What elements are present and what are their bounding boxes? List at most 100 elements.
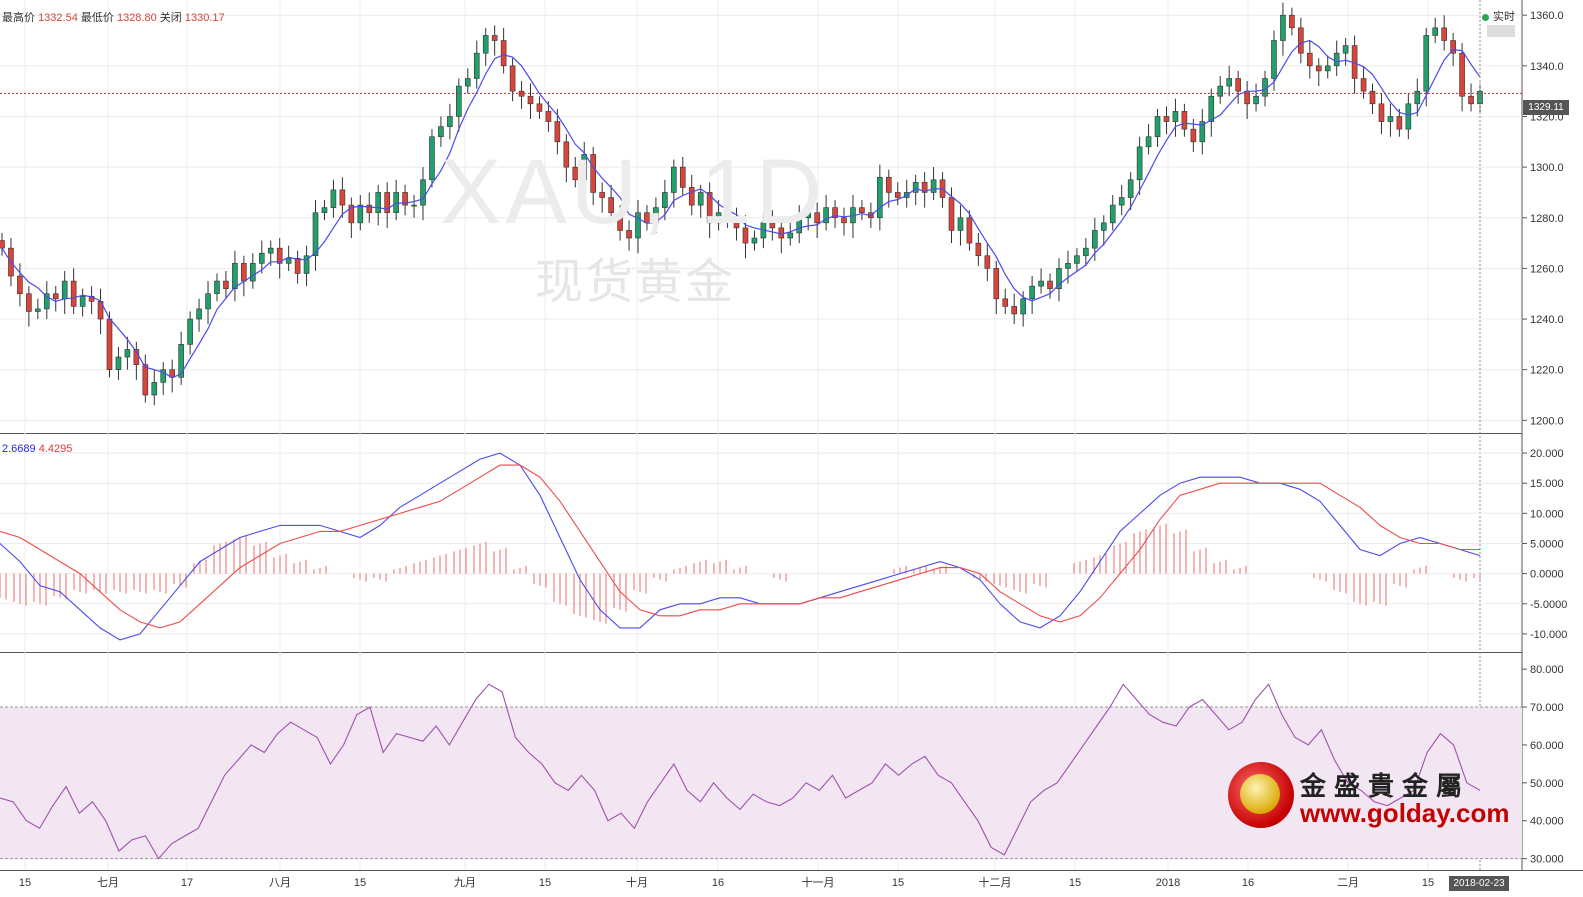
candle-body — [411, 204, 417, 207]
candle-body — [814, 212, 820, 224]
y-tick-label: 80.000 — [1530, 664, 1564, 676]
candle-body — [321, 207, 328, 214]
candle-body — [572, 166, 579, 181]
candle-body — [1163, 116, 1170, 122]
candle-body — [464, 78, 471, 87]
candle-body — [285, 257, 292, 264]
candle-body — [79, 295, 86, 307]
candle-body — [993, 268, 1000, 300]
candle-body — [1029, 285, 1035, 300]
y-tick-label: 5.0000 — [1530, 539, 1564, 551]
y-tick-label: -5.0000 — [1530, 599, 1567, 611]
y-tick-label: 10.000 — [1530, 508, 1564, 520]
macd-dif-line — [0, 452, 1481, 641]
y-tick-label: 30.000 — [1530, 854, 1564, 866]
candle-body — [1038, 280, 1044, 287]
candle-body — [626, 230, 632, 239]
candle-body — [599, 192, 605, 198]
logo-chinese-name: 金盛貴金屬 — [1300, 771, 1471, 801]
candle-body — [1208, 95, 1215, 122]
candle-body — [1360, 78, 1367, 92]
y-tick-label: 1240.0 — [1530, 314, 1564, 326]
x-tick-label: 十一月 — [802, 875, 835, 889]
candle-body — [554, 121, 561, 143]
candle-body — [635, 212, 641, 239]
candle-body — [1127, 179, 1134, 198]
candle-body — [1387, 116, 1394, 122]
candle-body — [724, 212, 731, 219]
high-label: 最高价 — [2, 12, 35, 24]
candle-body — [509, 65, 516, 92]
candle-body — [877, 176, 883, 219]
macd-dif-value: 2.6689 — [2, 443, 36, 455]
candle-body — [1109, 204, 1116, 224]
candle-body — [26, 293, 32, 312]
candle-body — [366, 204, 373, 214]
candle-body — [303, 255, 310, 274]
candle-body — [339, 189, 346, 206]
candle-body — [1011, 306, 1018, 315]
candle-body — [348, 204, 355, 224]
candle-body — [697, 192, 704, 206]
candle-body — [241, 263, 247, 282]
x-tick-label: 15 — [539, 877, 551, 889]
candle-body — [1333, 52, 1340, 67]
candle-body — [250, 263, 256, 282]
logo-url: www.golday.com — [1300, 798, 1510, 828]
current-price-badge: 1329.11 — [1523, 100, 1569, 115]
y-tick-label: 1200.0 — [1530, 415, 1564, 427]
y-tick-label: 1260.0 — [1530, 263, 1564, 275]
candle-body — [948, 197, 955, 231]
candle-body — [312, 212, 319, 257]
candle-body — [975, 242, 982, 257]
candle-body — [1190, 128, 1197, 143]
candle-body — [688, 187, 695, 206]
macd-histogram — [0, 523, 1481, 624]
candle-body — [1199, 121, 1206, 143]
macd-header: 2.6689 4.4295 — [2, 443, 72, 455]
candle-body — [769, 222, 776, 229]
candle-body — [841, 217, 847, 224]
candle-body — [0, 240, 5, 249]
candle-body — [671, 166, 677, 193]
candle-body — [1342, 45, 1349, 54]
low-label: 最低价 — [80, 12, 114, 24]
candle-body — [438, 126, 444, 138]
candle-body — [832, 207, 838, 219]
candle-body — [859, 207, 865, 214]
macd-dea-value: 4.4295 — [38, 443, 73, 455]
candle-body — [70, 280, 77, 307]
current-date-badge: 2018-02-23 — [1449, 876, 1509, 891]
candle-body — [1172, 111, 1179, 122]
candle-body — [160, 369, 167, 383]
y-tick-label: 1360.0 — [1530, 10, 1564, 22]
candle-body — [1154, 116, 1161, 138]
candle-body — [384, 192, 390, 214]
candle-body — [214, 280, 220, 295]
candle-body — [1468, 95, 1474, 105]
chart-menu-button[interactable] — [1487, 25, 1515, 37]
candle-body — [715, 212, 722, 224]
candle-body — [151, 382, 158, 396]
y-tick-label: 1300.0 — [1530, 162, 1564, 174]
candle-body — [679, 166, 686, 188]
candle-body — [662, 192, 668, 208]
y-tick-label: -10.000 — [1530, 629, 1567, 641]
candle-body — [473, 52, 480, 79]
candle-body — [258, 252, 265, 264]
x-tick-label: 15 — [19, 877, 31, 889]
candle-body — [527, 95, 534, 105]
candle-body — [966, 217, 973, 244]
candle-body — [930, 179, 937, 193]
candle-body — [1324, 65, 1331, 72]
candle-body — [456, 85, 462, 117]
x-tick-label: 十月 — [626, 875, 648, 889]
candle-body — [1235, 78, 1241, 92]
candle-body — [1065, 263, 1071, 269]
candle-body — [921, 182, 928, 193]
x-tick-label: 15 — [354, 877, 366, 889]
realtime-indicator[interactable]: 实时 — [1482, 8, 1515, 24]
candle-body — [1047, 280, 1053, 289]
x-tick-label: 15 — [892, 877, 904, 889]
low-value: 1328.80 — [116, 12, 157, 24]
